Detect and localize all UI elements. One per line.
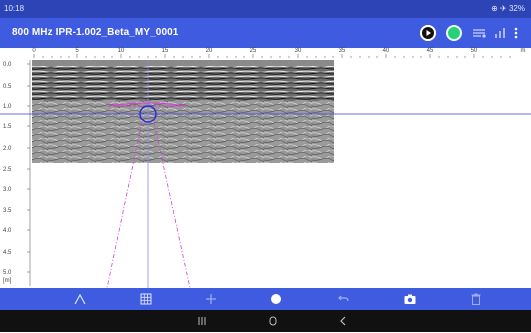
system-nav-bar [0, 310, 531, 332]
depth-label: 1.5 [3, 124, 12, 130]
camera-button[interactable] [402, 291, 418, 307]
scan-settings-button[interactable] [471, 25, 487, 41]
signal-button[interactable] [492, 25, 508, 41]
depth-unit: [m] [3, 278, 12, 284]
depth-ticks [27, 60, 31, 286]
ruler-label: 40 [382, 48, 390, 54]
ruler-label: 50 [470, 48, 478, 54]
marker-icon [271, 294, 281, 304]
depth-label: 5.0 [3, 270, 12, 276]
ruler-label: 15 [161, 48, 169, 54]
radargram-view[interactable] [0, 48, 531, 288]
status-time: 10:18 [4, 4, 25, 13]
radargram-image [32, 60, 334, 163]
hyperbola-icon [74, 293, 86, 305]
hyperbola-tool-button[interactable] [72, 291, 88, 307]
ruler-label: 0 [32, 48, 36, 54]
depth-label: 3.5 [3, 208, 12, 214]
home-button[interactable] [266, 314, 280, 328]
app-bar: 800 MHz IPR-1.002_Beta_MY_0001 [0, 18, 531, 48]
undo-button[interactable] [335, 291, 351, 307]
more-icon [514, 27, 518, 39]
ruler-label: 10 [117, 48, 125, 54]
back-button[interactable] [336, 314, 350, 328]
depth-label: 4.0 [3, 228, 12, 234]
record-button[interactable] [446, 25, 462, 41]
home-icon [269, 316, 277, 326]
delete-icon [471, 293, 481, 305]
ruler-label: 30 [294, 48, 302, 54]
scan-settings-icon [473, 29, 486, 38]
move-icon [206, 294, 216, 304]
depth-label: 2.0 [3, 146, 12, 152]
move-tool-button[interactable] [203, 291, 219, 307]
depth-label: 3.0 [3, 187, 12, 193]
ruler-unit: m [520, 48, 526, 54]
depth-label: 2.5 [3, 167, 12, 173]
depth-label: 0.5 [3, 84, 12, 90]
status-bar: 10:18 ⊕ ✈ 32% [0, 0, 531, 18]
play-icon [420, 25, 436, 41]
ruler-ticks [33, 54, 511, 58]
ruler-label: 45 [426, 48, 434, 54]
delete-button[interactable] [468, 291, 484, 307]
depth-label: 1.0 [3, 104, 12, 110]
ruler-label: 25 [249, 48, 257, 54]
grid-icon [140, 293, 152, 305]
recents-button[interactable] [195, 314, 209, 328]
play-button[interactable] [420, 25, 436, 41]
back-icon [340, 316, 346, 326]
depth-axis: 0.0 0.5 1.0 1.5 2.0 2.5 3.0 3.5 4.0 4.5 … [0, 60, 30, 288]
bottom-toolbar [0, 288, 531, 310]
camera-icon [404, 294, 416, 304]
hyperbola-apex-marker [139, 105, 157, 123]
recents-icon [198, 317, 206, 325]
more-button[interactable] [512, 25, 520, 41]
status-indicators: ⊕ ✈ 32% [491, 4, 525, 13]
ruler-label: 35 [338, 48, 346, 54]
hyperbola-overlay[interactable] [106, 102, 191, 288]
horizontal-ruler [30, 48, 530, 60]
ruler-label: 5 [75, 48, 79, 54]
signal-icon [495, 28, 505, 38]
ruler-label: 20 [205, 48, 213, 54]
grid-tool-button[interactable] [138, 291, 154, 307]
depth-label: 4.5 [3, 250, 12, 256]
depth-label: 0.0 [3, 62, 12, 68]
marker-tool-button[interactable] [268, 291, 284, 307]
undo-icon [338, 295, 349, 302]
project-title: 800 MHz IPR-1.002_Beta_MY_0001 [12, 27, 179, 38]
